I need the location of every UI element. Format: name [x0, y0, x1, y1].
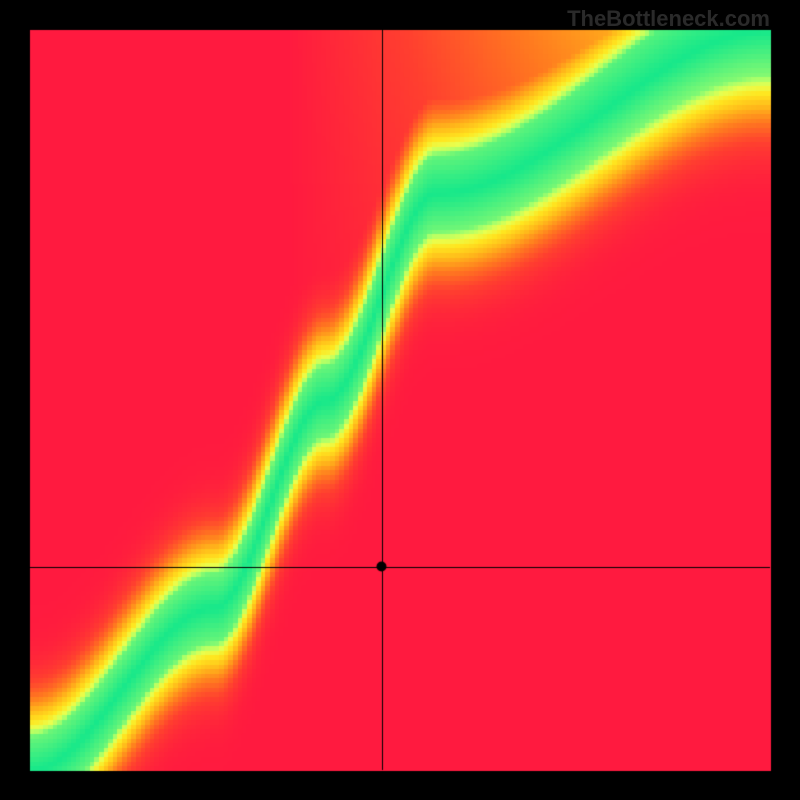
chart-container: TheBottleneck.com: [0, 0, 800, 800]
bottleneck-heatmap: [0, 0, 800, 800]
